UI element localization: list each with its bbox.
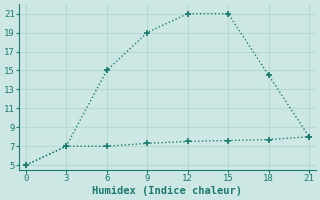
X-axis label: Humidex (Indice chaleur): Humidex (Indice chaleur) — [92, 186, 243, 196]
